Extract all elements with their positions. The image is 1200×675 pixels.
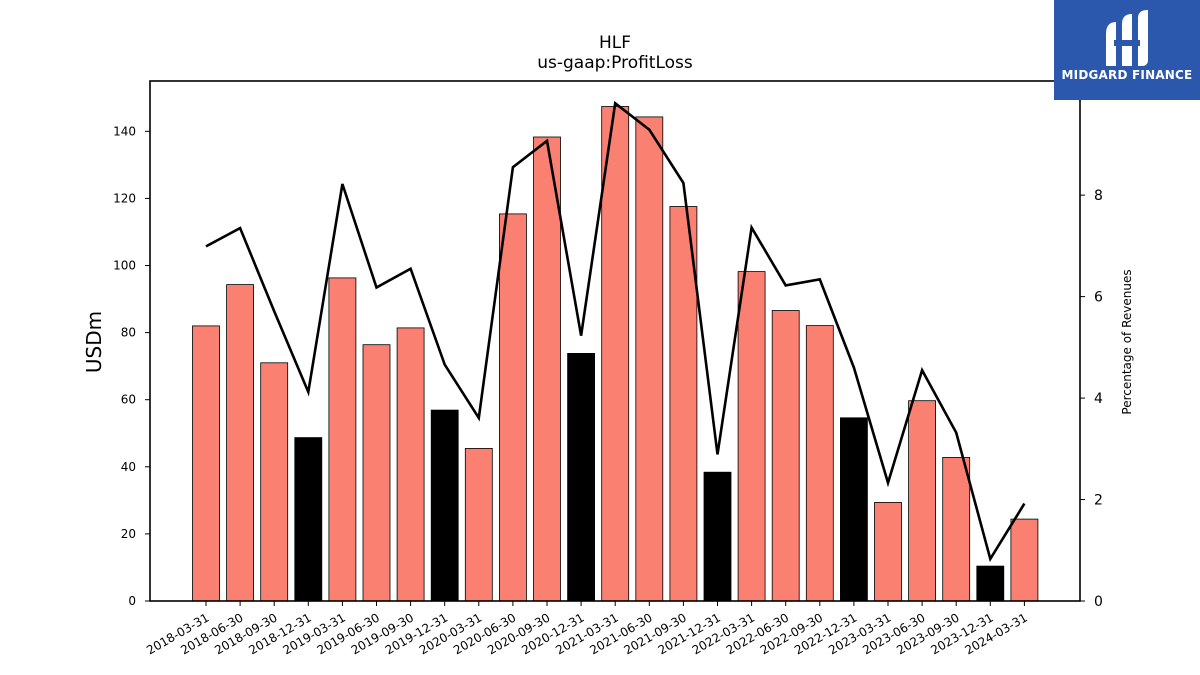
bar-2019-06-30: [362, 344, 391, 602]
chart-subtitle: us-gaap:ProfitLoss: [537, 53, 693, 73]
y2-tick-label: 4: [1094, 391, 1103, 407]
y-tick-label: 40: [121, 460, 136, 474]
bar-2020-12-31: [567, 352, 595, 602]
y-axis-label: USDm: [82, 311, 106, 373]
y2-tick-label: 8: [1094, 188, 1103, 204]
y-tick-label: 80: [121, 326, 136, 340]
bar-2021-06-30: [635, 116, 664, 602]
y-tick-label: 20: [121, 527, 136, 541]
bar-2021-12-31: [703, 471, 732, 602]
bar-2021-09-30: [669, 206, 698, 602]
logo-text: MIDGARD FINANCE: [1061, 68, 1193, 82]
y-tick-label: 100: [113, 259, 136, 273]
y2-axis-label: Percentage of Revenues: [1120, 269, 1134, 414]
bar-2018-09-30: [260, 362, 289, 602]
y2-tick-label: 2: [1094, 493, 1103, 509]
bar-2019-12-31: [430, 409, 459, 602]
bar-2023-09-30: [942, 456, 971, 602]
bar-2020-06-30: [498, 213, 527, 602]
bar-2018-12-31: [294, 437, 323, 602]
bar-2022-12-31: [840, 417, 868, 602]
chart-title: HLF: [599, 33, 631, 53]
bar-2023-03-31: [874, 501, 902, 602]
bar-2018-03-31: [192, 325, 220, 602]
bar-2018-06-30: [226, 284, 255, 602]
bar-2019-09-30: [396, 327, 425, 602]
bar-2019-03-31: [328, 277, 357, 602]
bar-2023-06-30: [908, 400, 936, 602]
bar-2023-12-31: [976, 565, 1005, 602]
bar-2022-03-31: [737, 271, 766, 602]
bar-2022-06-30: [771, 310, 800, 602]
logo-mark-icon: [1106, 10, 1148, 66]
y-tick-label: 0: [128, 594, 136, 608]
line-layer: [205, 100, 1026, 563]
y-tick-label: 140: [113, 124, 136, 138]
y-tick-label: 120: [113, 191, 136, 205]
bar-2022-09-30: [805, 325, 834, 602]
bar-2021-03-31: [601, 106, 630, 602]
bars-layer: [192, 106, 1039, 602]
percentage-line: [205, 100, 1026, 563]
brand-logo: MIDGARD FINANCE: [1054, 0, 1200, 100]
bar-2024-03-31: [1010, 518, 1039, 602]
y-tick-label: 60: [121, 393, 136, 407]
bar-2020-03-31: [464, 447, 493, 602]
y2-tick-label: 0: [1094, 594, 1103, 610]
y2-tick-label: 6: [1094, 290, 1103, 306]
bar-2020-09-30: [533, 136, 561, 602]
